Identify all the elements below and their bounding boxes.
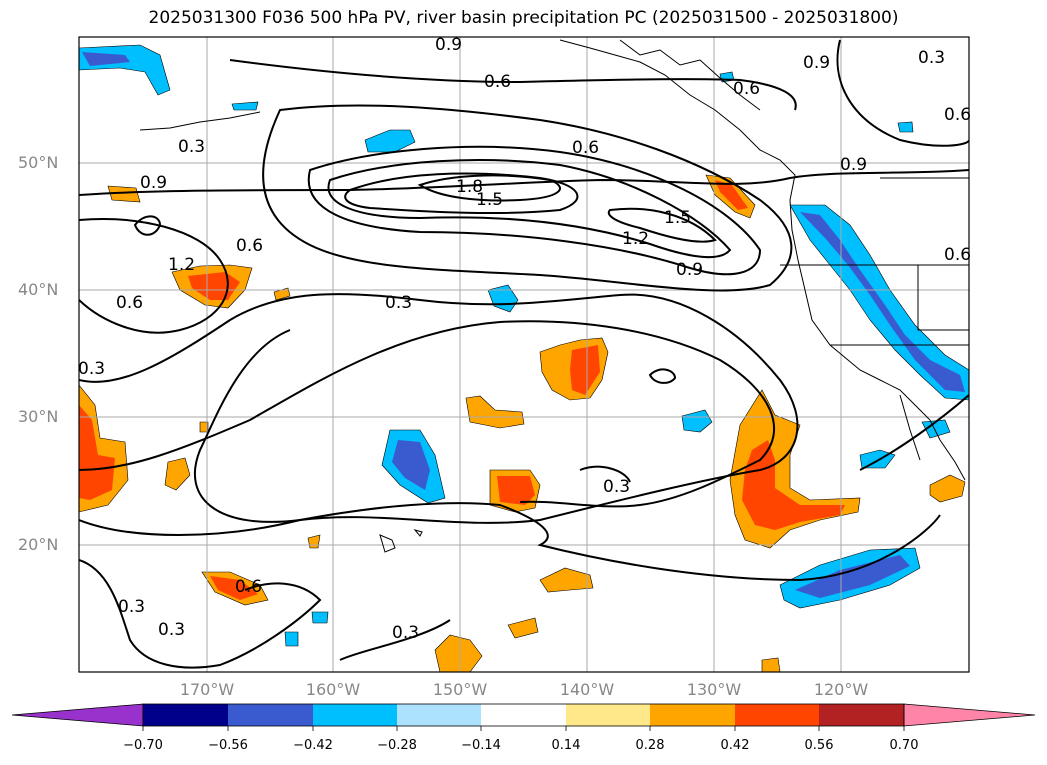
contour-label: 0.6	[236, 236, 263, 256]
neg-anomaly-core	[795, 555, 910, 598]
colorbar-outline	[142, 703, 905, 727]
colorbar-tick-label: 0.14	[551, 738, 581, 753]
colorbar-bin	[397, 704, 481, 726]
contour-label: 0.9	[676, 260, 703, 280]
colorbar-tick-label: −0.42	[293, 738, 333, 753]
contour-label: 0.6	[944, 105, 971, 125]
colorbar-tick-label: −0.28	[377, 738, 417, 753]
neg-anomaly-core	[392, 440, 430, 490]
contour-label: 0.3	[918, 48, 945, 68]
neg-anomaly-core	[82, 52, 130, 66]
pv-contours	[79, 39, 969, 669]
neg-anomaly-patch	[284, 631, 299, 647]
pos-anomaly-patch	[107, 185, 141, 203]
colorbar-bin	[481, 704, 566, 726]
contour-label: 0.6	[944, 245, 971, 265]
pos-anomaly-core	[570, 345, 600, 395]
pos-anomaly-core	[79, 405, 115, 500]
lat-label: 20°N	[18, 535, 59, 554]
lat-label: 30°N	[18, 407, 59, 426]
lat-label: 40°N	[18, 280, 59, 299]
colorbar-tick-label: 0.70	[889, 738, 919, 753]
contour-label: 0.3	[118, 597, 145, 617]
colorbar-bin	[819, 704, 904, 726]
colorbar-tick-label: −0.56	[208, 738, 248, 753]
lat-label: 50°N	[18, 153, 59, 172]
pos-anomaly-patch	[164, 457, 191, 491]
contour-label: 0.3	[392, 623, 419, 643]
contour-label: 0.6	[572, 138, 599, 158]
colorbar-bin	[313, 704, 397, 726]
pos-anomaly-core	[497, 476, 535, 505]
pos-anomaly-patch	[929, 474, 966, 503]
pos-anomaly-core	[715, 180, 748, 210]
contour-label: 0.9	[840, 155, 867, 175]
colorbar-tick-label: 0.28	[635, 738, 665, 753]
colorbar-tick-label: −0.14	[461, 738, 501, 753]
precip-shading	[79, 44, 969, 672]
lon-label: 170°W	[179, 680, 235, 699]
pos-anomaly-patch	[273, 287, 291, 301]
colorbar-bin	[566, 704, 650, 726]
pos-anomaly-core	[742, 440, 845, 530]
colorbar	[11, 703, 1036, 731]
colorbar-extend-low	[11, 703, 144, 727]
neg-anomaly-patch	[897, 121, 914, 133]
pos-anomaly-patch	[434, 634, 483, 672]
contour-label: 1.8	[456, 177, 483, 197]
pos-anomaly-patch	[507, 617, 539, 639]
lon-label: 140°W	[559, 680, 615, 699]
neg-anomaly-patch	[231, 101, 259, 111]
lon-label: 120°W	[813, 680, 869, 699]
contour-label: 0.3	[158, 620, 185, 640]
colorbar-extend-high	[903, 703, 1036, 727]
colorbar-tick-label: 0.42	[720, 738, 750, 753]
colorbar-bin	[735, 704, 819, 726]
neg-anomaly-patch	[364, 129, 416, 153]
contour-label: 0.9	[435, 35, 462, 55]
contour-label: 1.2	[622, 229, 649, 249]
map-plot	[79, 37, 969, 672]
pos-anomaly-patch	[307, 534, 321, 549]
contour-label: 0.6	[484, 72, 511, 92]
contour-label: 1.5	[476, 190, 503, 210]
neg-anomaly-patch	[681, 409, 713, 433]
contour-label: 0.6	[116, 293, 143, 313]
colorbar-bin	[650, 704, 735, 726]
neg-anomaly-patch	[311, 611, 329, 624]
neg-anomaly-patch	[79, 44, 171, 96]
lon-label: 160°W	[305, 680, 361, 699]
map-title: 2025031300 F036 500 hPa PV, river basin …	[148, 8, 899, 28]
coastlines	[139, 39, 969, 553]
map-frame	[78, 36, 970, 673]
lon-label: 150°W	[432, 680, 488, 699]
contour-label: 1.5	[664, 208, 691, 228]
colorbar-tick-label: −0.70	[123, 738, 163, 753]
pos-anomaly-patch	[465, 395, 525, 429]
colorbar-tick-label: 0.56	[804, 738, 834, 753]
contour-label: 0.6	[235, 577, 262, 597]
colorbar-bin	[143, 704, 228, 726]
contour-label: 0.3	[385, 293, 412, 313]
pos-anomaly-patch	[539, 567, 594, 593]
pos-anomaly-patch	[761, 657, 781, 672]
contour-label: 0.3	[78, 359, 105, 379]
contour-label: 0.6	[733, 79, 760, 99]
neg-anomaly-patch	[487, 284, 519, 313]
contour-label: 1.2	[168, 255, 195, 275]
contour-label: 0.9	[803, 53, 830, 73]
pos-anomaly-core	[210, 576, 258, 600]
contour-labels: 0.9 0.6 0.9 0.3 0.6 0.3 0.6 0.6 0.9 0.9 …	[78, 35, 971, 643]
contour-label: 0.3	[603, 477, 630, 497]
lon-label: 130°W	[686, 680, 742, 699]
colorbar-bin	[228, 704, 313, 726]
contour-label: 0.9	[140, 173, 167, 193]
contour-label: 0.3	[178, 137, 205, 157]
